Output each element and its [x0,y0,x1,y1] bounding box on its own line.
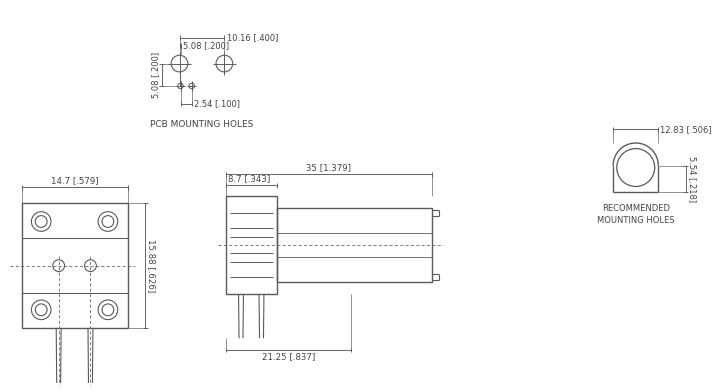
Text: 14.7 [.579]: 14.7 [.579] [50,176,99,185]
Text: RECOMMENDED
MOUNTING HOLES: RECOMMENDED MOUNTING HOLES [597,204,675,225]
Text: 21.25 [.837]: 21.25 [.837] [261,352,315,361]
Text: 12.83 [.506]: 12.83 [.506] [660,125,712,134]
Text: 15.88 [.626]: 15.88 [.626] [147,239,156,292]
Text: 2.54 [.100]: 2.54 [.100] [194,99,240,108]
Bar [22,203,127,328]
Text: PCB MOUNTING HOLES: PCB MOUNTING HOLES [150,120,253,129]
Text: 8.7 [.343]: 8.7 [.343] [228,174,270,183]
Bar [225,196,277,294]
Text: 5.08 [.200]: 5.08 [.200] [151,52,160,98]
Text: 5.08 [.200]: 5.08 [.200] [184,41,230,50]
Text: 35 [1.379]: 35 [1.379] [306,163,351,172]
Text: 5.54 [.218]: 5.54 [.218] [688,156,697,202]
Text: 10.16 [.400]: 10.16 [.400] [228,33,279,42]
Bar [277,208,432,282]
